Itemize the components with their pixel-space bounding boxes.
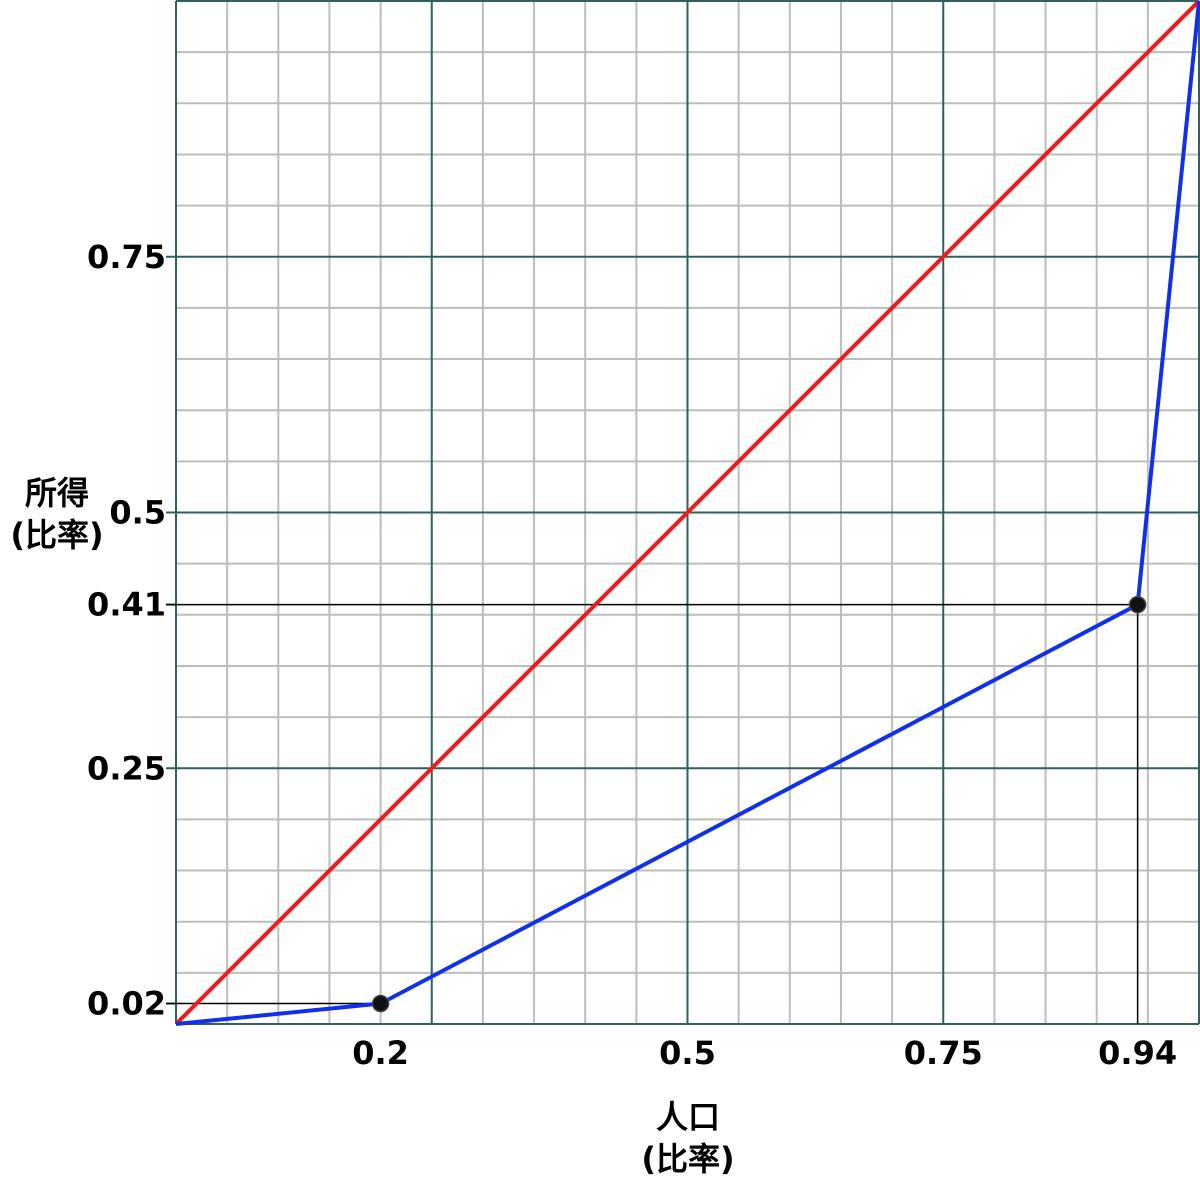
y-axis-title-line2: (比率) [10,516,103,554]
x-tick-label: 0.2 [352,1034,409,1072]
equality-line [174,0,1200,1026]
reference-lines [166,603,1139,1024]
y-tick-label: 0.41 [87,586,166,624]
y-axis-title-line1: 所得 [25,474,89,512]
lorenz-curve-line [175,0,1200,1026]
y-tick-labels: 0.75 0.5 0.41 0.25 0.02 [87,238,166,1023]
x-tick-label: 0.5 [659,1034,716,1072]
x-tick-labels: 0.2 0.5 0.75 0.94 [352,1034,1177,1072]
y-tick-label: 0.25 [87,749,166,787]
x-tick-label: 0.94 [1098,1034,1177,1072]
x-axis-title-line1: 人口 [656,1098,720,1136]
marker-layer [371,595,1147,1013]
y-tick-label: 0.75 [87,238,166,276]
data-point-marker [371,994,390,1013]
data-point-marker [1128,595,1147,614]
x-axis-title-line2: (比率) [641,1140,734,1178]
x-tick-label: 0.75 [904,1034,983,1072]
y-tick-label: 0.5 [109,494,166,532]
series-layer [174,0,1200,1026]
y-tick-label: 0.02 [87,985,166,1023]
